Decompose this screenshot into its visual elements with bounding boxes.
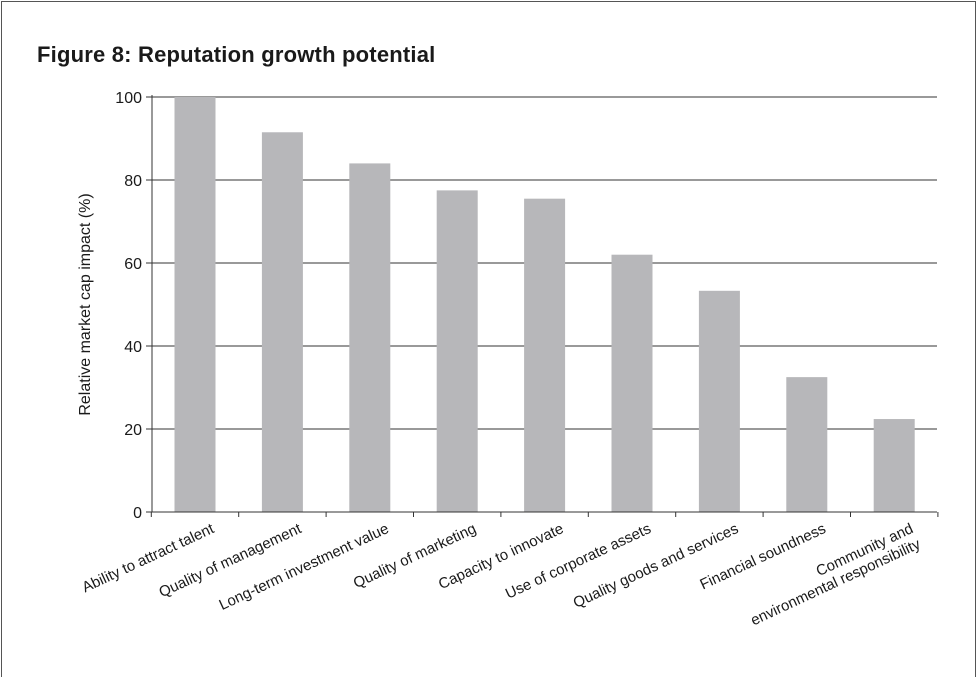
y-tick-label: 60 bbox=[124, 256, 142, 273]
x-tick-label: Quality of management bbox=[156, 520, 304, 601]
x-tick-label: Long-term investment value bbox=[217, 520, 392, 614]
bar bbox=[698, 290, 740, 512]
y-tick-label: 80 bbox=[124, 173, 142, 190]
y-tick-label: 40 bbox=[124, 339, 142, 356]
y-axis-label: Relative market cap impact (%) bbox=[77, 193, 94, 415]
x-tick-label: Use of corporate assets bbox=[503, 520, 654, 602]
bar bbox=[174, 97, 216, 512]
y-tick-label: 20 bbox=[124, 422, 142, 439]
bar bbox=[524, 198, 566, 513]
chart-title: Figure 8: Reputation growth potential bbox=[37, 42, 436, 67]
bar bbox=[436, 190, 478, 512]
y-tick-labels: 0 20 40 60 80 100 bbox=[115, 90, 142, 522]
bar bbox=[349, 163, 391, 512]
bar bbox=[261, 132, 303, 512]
bars bbox=[174, 97, 915, 513]
y-tick-label: 100 bbox=[115, 90, 142, 107]
x-tick-label: Quality goods and services bbox=[571, 520, 741, 612]
bar bbox=[873, 419, 915, 512]
bar bbox=[786, 377, 828, 512]
bar bbox=[611, 254, 653, 512]
y-tick-label: 0 bbox=[133, 505, 142, 522]
x-tick-label: Community andenvironmental responsibilit… bbox=[741, 520, 924, 629]
axes bbox=[146, 95, 939, 517]
